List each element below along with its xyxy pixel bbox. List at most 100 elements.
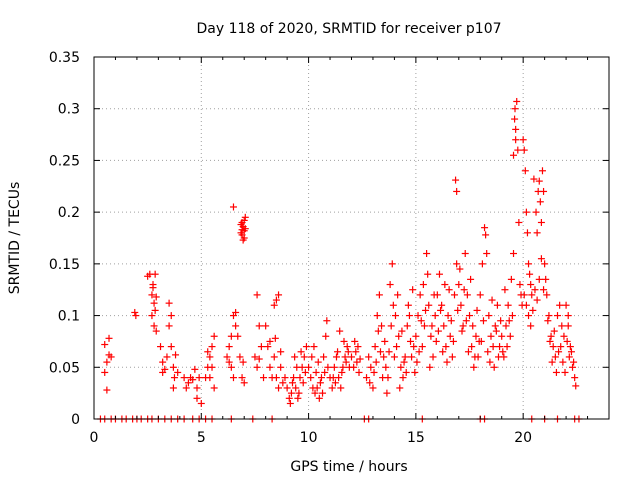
data-point xyxy=(378,322,386,330)
data-point xyxy=(491,322,499,330)
data-point xyxy=(451,291,458,299)
data-point xyxy=(301,368,309,376)
data-point xyxy=(514,146,522,154)
data-point xyxy=(165,322,173,330)
data-point xyxy=(432,337,440,345)
data-point xyxy=(493,301,501,309)
data-point xyxy=(229,203,237,211)
data-point xyxy=(431,312,439,320)
data-point xyxy=(101,368,109,376)
data-point xyxy=(542,275,550,283)
data-point xyxy=(150,299,158,307)
data-point xyxy=(407,337,415,345)
data-point xyxy=(571,374,579,382)
data-point xyxy=(380,353,388,361)
data-point xyxy=(272,374,280,382)
data-point xyxy=(412,332,420,340)
data-point xyxy=(559,358,567,366)
data-point xyxy=(329,374,337,382)
data-point xyxy=(472,332,480,340)
data-point xyxy=(331,379,339,387)
data-point xyxy=(277,348,285,356)
data-point xyxy=(148,291,156,299)
data-point xyxy=(561,368,569,376)
data-point xyxy=(239,358,247,366)
data-point xyxy=(426,363,434,371)
data-point xyxy=(512,136,520,144)
data-point xyxy=(398,327,406,335)
data-point xyxy=(447,317,455,325)
data-point xyxy=(383,389,391,397)
data-point xyxy=(101,341,109,349)
data-point xyxy=(435,270,443,278)
data-point xyxy=(543,291,551,299)
data-point xyxy=(564,322,572,330)
data-point xyxy=(484,348,492,356)
data-point xyxy=(365,353,373,361)
data-point xyxy=(508,312,516,320)
data-point xyxy=(367,363,375,371)
data-point xyxy=(443,358,451,366)
data-point xyxy=(541,260,549,268)
data-point xyxy=(481,224,489,232)
data-point xyxy=(322,332,330,340)
data-point xyxy=(453,260,461,268)
data-point xyxy=(496,343,504,351)
data-point xyxy=(520,146,528,154)
data-point xyxy=(287,389,295,397)
data-point xyxy=(236,353,244,361)
data-point xyxy=(237,221,245,229)
data-point xyxy=(445,286,453,294)
data-point xyxy=(501,286,509,294)
data-point xyxy=(411,368,419,376)
data-point xyxy=(285,394,293,402)
data-point xyxy=(537,255,545,263)
data-point xyxy=(408,353,416,361)
data-point xyxy=(520,291,528,299)
data-point xyxy=(290,374,298,382)
data-point xyxy=(350,363,358,371)
data-point xyxy=(319,389,327,397)
data-point xyxy=(257,343,265,351)
data-point xyxy=(506,332,514,340)
data-point xyxy=(437,306,445,314)
data-point xyxy=(283,384,291,392)
data-point xyxy=(174,368,182,376)
data-point xyxy=(227,363,235,371)
data-point xyxy=(504,301,512,309)
data-point xyxy=(554,312,561,320)
data-point xyxy=(393,343,401,351)
data-point xyxy=(167,312,175,320)
data-point xyxy=(385,348,393,356)
data-point xyxy=(328,384,336,392)
data-point xyxy=(240,227,248,235)
data-point xyxy=(352,348,360,356)
x-tick-labels: 0 5 10 15 20 xyxy=(90,430,533,446)
data-point xyxy=(311,389,319,397)
data-point xyxy=(499,348,507,356)
data-point xyxy=(297,348,305,356)
data-point xyxy=(544,317,552,325)
data-point xyxy=(369,384,377,392)
data-point xyxy=(293,363,301,371)
data-point xyxy=(103,386,111,394)
data-point xyxy=(208,363,216,371)
data-point xyxy=(418,343,426,351)
data-point xyxy=(470,363,478,371)
data-point xyxy=(355,368,363,376)
data-point xyxy=(394,291,402,299)
data-point xyxy=(227,332,235,340)
data-point xyxy=(488,296,496,304)
data-point xyxy=(538,167,546,175)
data-point xyxy=(336,327,344,335)
data-point xyxy=(397,363,405,371)
data-point xyxy=(456,265,464,273)
data-point xyxy=(338,368,346,376)
data-point xyxy=(505,317,513,325)
data-point xyxy=(321,368,329,376)
data-point xyxy=(172,351,180,359)
data-point xyxy=(540,286,548,294)
data-point xyxy=(513,97,521,105)
data-point xyxy=(208,343,216,351)
